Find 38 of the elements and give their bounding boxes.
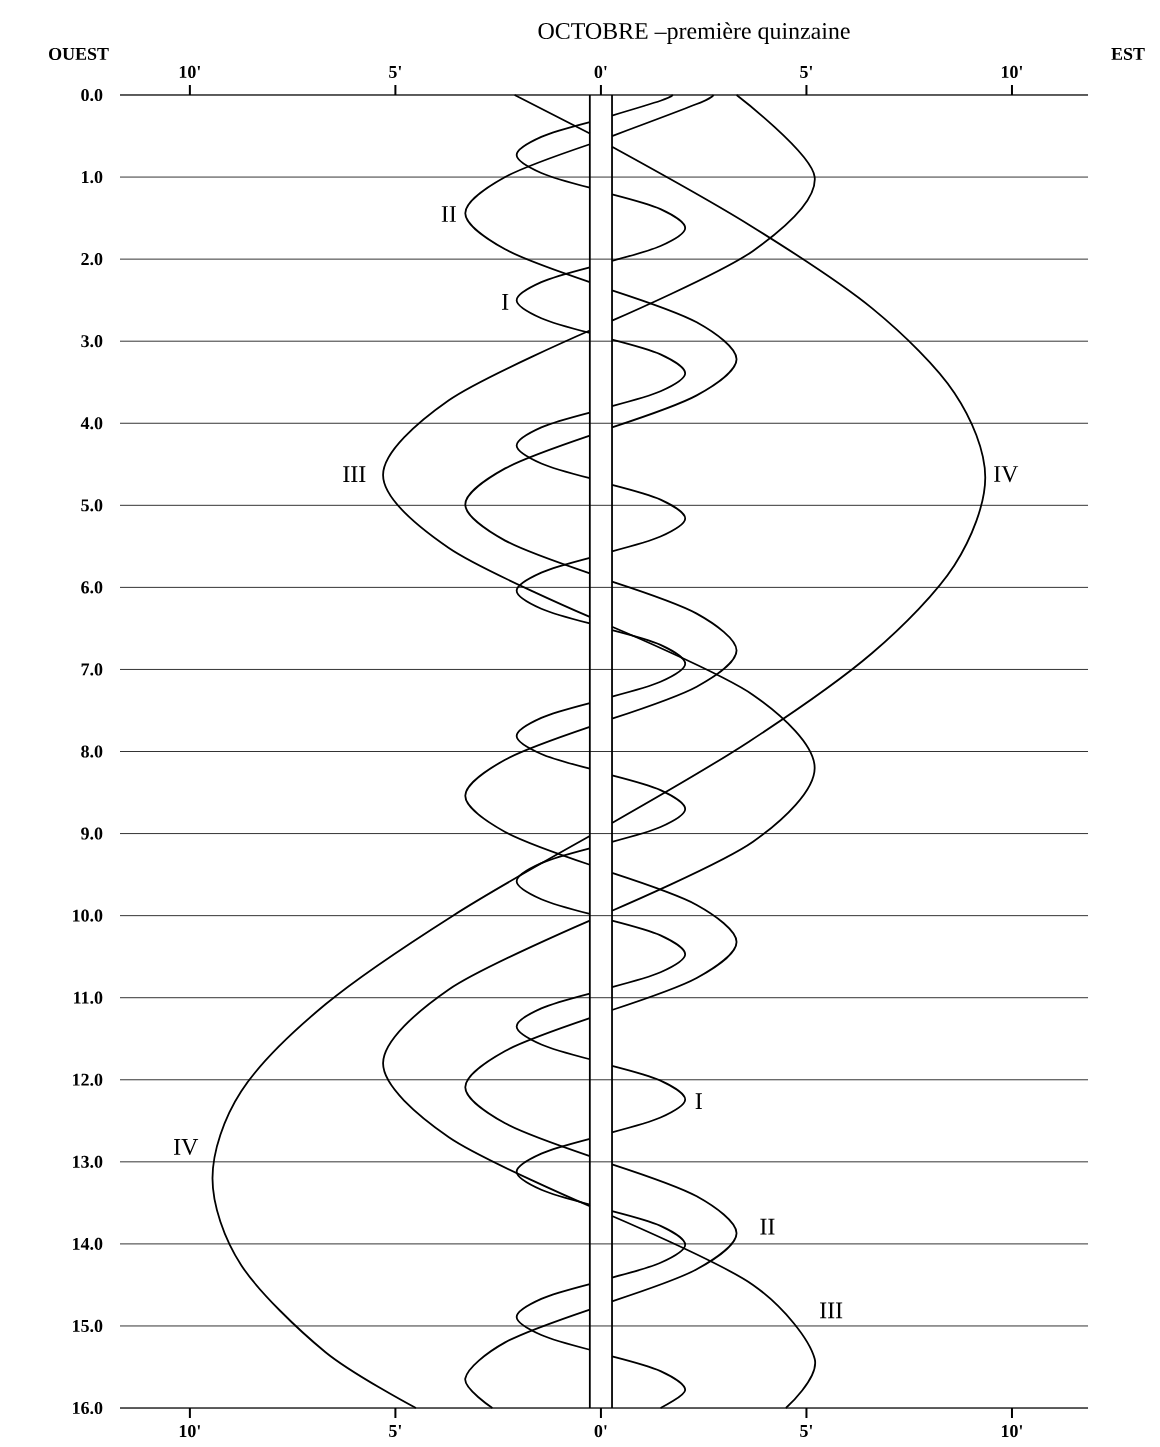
x-tick-label: 0' <box>594 65 607 78</box>
y-tick-label: 7.0 <box>81 663 103 676</box>
annotation: IV <box>174 1139 199 1156</box>
y-tick-label: 9.0 <box>81 827 103 840</box>
chart-title: OCTOBRE –première quinzaine <box>538 22 850 44</box>
x-tick-label: 5' <box>800 66 813 78</box>
y-tick-label: 2.0 <box>81 253 103 266</box>
annotation: I <box>502 293 509 310</box>
annotation: I <box>695 1093 702 1109</box>
y-tick-label: 16.0 <box>73 1401 103 1415</box>
y-tick-label: 3.0 <box>81 335 103 348</box>
x2-tick-label: 10' <box>179 1425 200 1438</box>
x2-tick-label: 0' <box>594 1425 607 1438</box>
y-tick-label: 14.0 <box>73 1237 103 1250</box>
text: OUEST <box>49 47 109 60</box>
y-tick-label: 8.0 <box>81 745 103 758</box>
x2-tick-label: 10' <box>1001 1425 1023 1438</box>
annotation: II <box>441 206 456 222</box>
annotation: II <box>760 1218 775 1235</box>
y-tick-label: 13.0 <box>73 1155 103 1168</box>
text: EST <box>1111 47 1145 60</box>
y-tick-label: 10.0 <box>73 909 103 922</box>
x2-tick-label: 5' <box>389 1425 402 1437</box>
y-tick-label: 0.0 <box>81 88 103 102</box>
y-tick-label: 15.0 <box>73 1319 103 1333</box>
x-tick-label: 10' <box>1001 65 1023 78</box>
y-tick-label: 1.0 <box>82 170 103 184</box>
x2-tick-label: 5' <box>800 1425 813 1437</box>
y-tick-label: 5.0 <box>81 499 103 512</box>
y-tick-label: 11.0 <box>74 991 103 1004</box>
annotation: IV <box>994 466 1019 483</box>
x-tick-label: 5' <box>389 66 402 78</box>
x-tick-label: 10' <box>179 65 200 78</box>
y-tick-label: 4.0 <box>80 417 103 430</box>
annotation: III <box>820 1302 843 1319</box>
y-tick-label: 6.0 <box>81 581 103 594</box>
annotation: III <box>343 466 366 482</box>
y-tick-label: 12.0 <box>73 1073 103 1086</box>
